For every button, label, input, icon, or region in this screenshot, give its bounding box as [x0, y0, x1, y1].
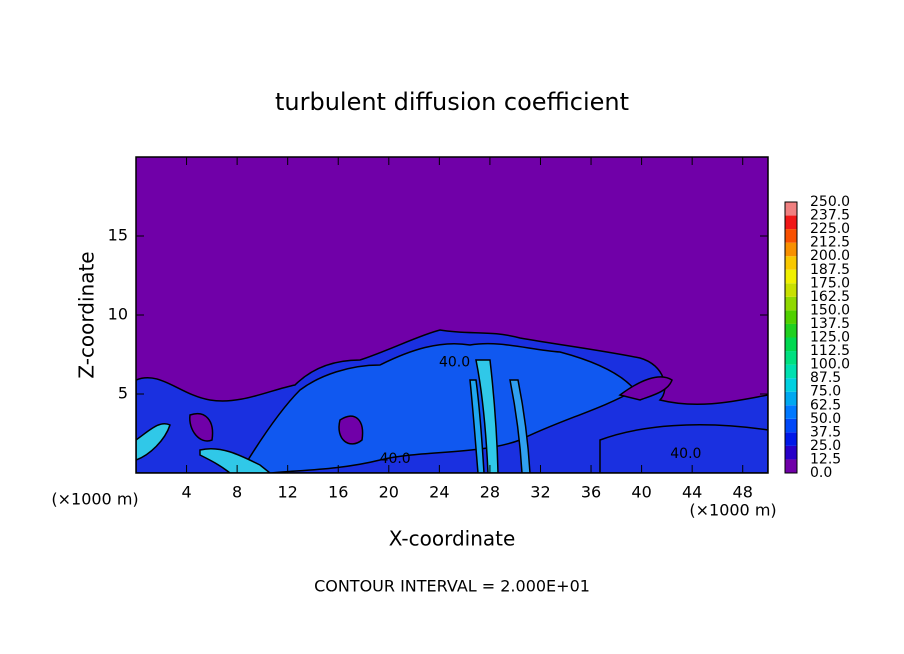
colorbar-box [785, 351, 797, 365]
colorbar-box [785, 296, 797, 311]
colorbar-label: 150.0 [810, 302, 850, 318]
colorbar-label: 37.5 [810, 424, 841, 440]
x-tick-label: 44 [682, 483, 702, 502]
colorbar-box [785, 432, 797, 446]
colorbar-label: 12.5 [810, 451, 841, 467]
x-tick-label: 20 [379, 483, 399, 502]
x-tick-label: 24 [429, 483, 449, 502]
colorbar-frame [784, 201, 798, 474]
contour-label: 40.0 [380, 451, 411, 467]
colorbar-label: 200.0 [810, 248, 850, 264]
colorbar-label: 225.0 [810, 221, 850, 237]
colorbar-box [785, 242, 797, 257]
colorbar-box [785, 256, 797, 270]
colorbar-label: 87.5 [810, 370, 841, 386]
colorbar-box [785, 391, 797, 406]
colorbar-label: 25.0 [810, 438, 841, 454]
colorbar-box [785, 215, 797, 230]
y-unit-label: (×1000 m) [51, 490, 138, 509]
x-tick-label: 36 [581, 483, 601, 502]
colorbar-label: 125.0 [810, 330, 850, 346]
contour-label: 40.0 [670, 446, 701, 462]
y-axis-label: Z-coordinate [75, 251, 99, 378]
x-tick-label: 4 [181, 483, 191, 502]
colorbar-box [785, 323, 797, 338]
field-shapes [136, 329, 768, 473]
x-tick-label: 40 [631, 483, 651, 502]
x-tick-label: 32 [530, 483, 550, 502]
contour-label: 40.0 [439, 354, 470, 370]
colorbar-label: 187.5 [810, 262, 850, 278]
footer-note: CONTOUR INTERVAL = 2.000E+01 [314, 577, 590, 596]
colorbar-label: 112.5 [810, 343, 850, 359]
colorbar-label: 62.5 [810, 397, 841, 413]
x-unit-label: (×1000 m) [689, 501, 776, 520]
colorbar-box [785, 269, 797, 284]
colorbar-label: 237.5 [810, 208, 850, 224]
colorbar-box [785, 405, 797, 419]
x-tick-label: 8 [232, 483, 242, 502]
x-tick-label: 16 [328, 483, 348, 502]
colorbar-label: 175.0 [810, 275, 850, 291]
x-tick-label: 12 [278, 483, 298, 502]
colorbar-label: 162.5 [810, 289, 850, 305]
colorbar-box [785, 283, 797, 297]
colorbar-label: 0.0 [810, 465, 832, 481]
colorbar-box [785, 337, 797, 352]
colorbar-box [785, 445, 797, 460]
x-tick-label: 48 [733, 483, 753, 502]
y-tick-label: 5 [118, 384, 128, 403]
colorbar-label: 137.5 [810, 316, 850, 332]
colorbar-box [785, 229, 797, 243]
colorbar-label: 50.0 [810, 411, 841, 427]
y-tick-label: 15 [108, 226, 128, 245]
chart-title: turbulent diffusion coefficient [275, 88, 629, 116]
colorbar-label: 75.0 [810, 384, 841, 400]
colorbar-label: 100.0 [810, 357, 850, 373]
y-tick-label: 10 [108, 305, 128, 324]
colorbar-box [785, 364, 797, 379]
colorbar-box [785, 310, 797, 324]
colorbar-box [785, 459, 797, 473]
x-tick-label: 28 [480, 483, 500, 502]
colorbar-label: 212.5 [810, 235, 850, 251]
colorbar-box [785, 202, 797, 216]
colorbar-box [785, 378, 797, 392]
x-axis-label: X-coordinate [389, 527, 516, 551]
colorbar-box [785, 418, 797, 433]
colorbar-label: 250.0 [810, 194, 850, 210]
